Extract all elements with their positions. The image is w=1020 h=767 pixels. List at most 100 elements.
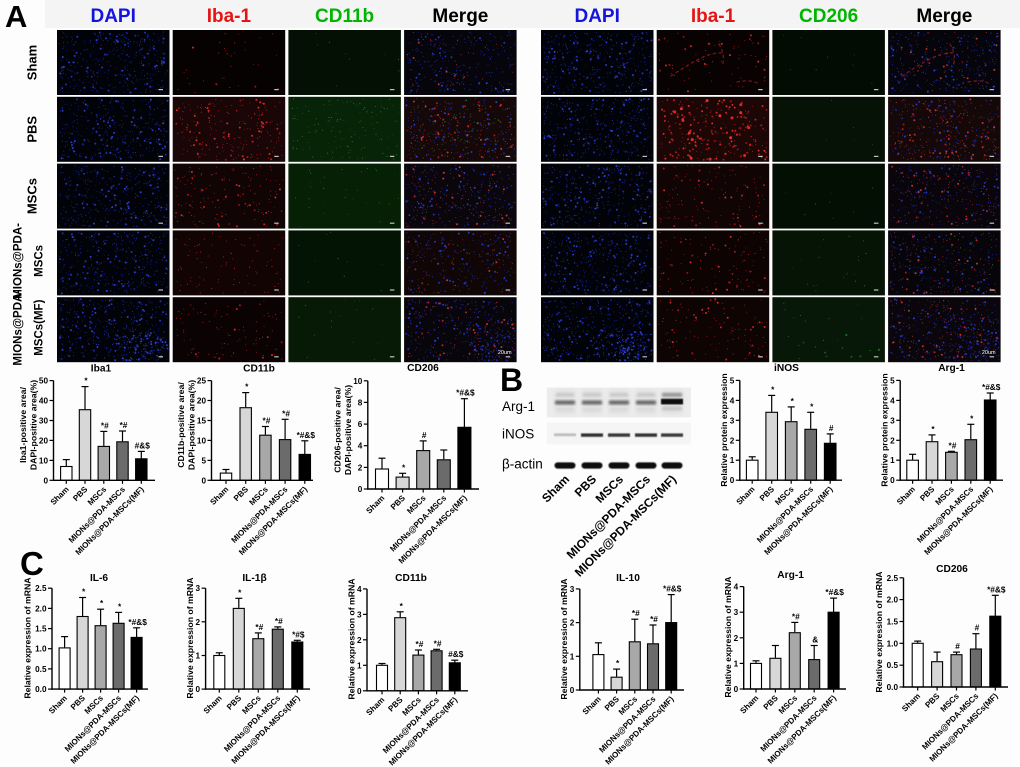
svg-text:CD206: CD206	[407, 363, 439, 374]
svg-text:6: 6	[358, 420, 363, 429]
svg-text:*#&$: *#&$	[982, 382, 1001, 392]
svg-text:CD206: CD206	[936, 564, 968, 575]
svg-text:DAPI: DAPI	[574, 6, 619, 27]
svg-text:4: 4	[734, 583, 739, 592]
svg-text:*#&$: *#&$	[825, 587, 844, 597]
svg-text:Merge: Merge	[432, 6, 488, 27]
svg-text:2: 2	[570, 619, 575, 628]
svg-text:0: 0	[43, 476, 48, 485]
svg-text:*: *	[100, 598, 104, 608]
svg-text:1: 1	[357, 661, 362, 670]
svg-text:3: 3	[570, 585, 575, 594]
svg-text:0: 0	[570, 686, 575, 695]
svg-text:Iba1-positive area/: Iba1-positive area/	[18, 387, 28, 463]
svg-text:2.5: 2.5	[887, 574, 899, 583]
svg-text:Relative protein expression: Relative protein expression	[719, 373, 729, 486]
svg-text:0: 0	[358, 485, 363, 494]
svg-text:40: 40	[39, 397, 49, 406]
svg-text:0.5: 0.5	[887, 661, 899, 670]
svg-text:*: *	[791, 396, 795, 406]
svg-text:Relative expression of mRNA: Relative expression of mRNA	[723, 576, 733, 698]
svg-text:*: *	[970, 413, 974, 423]
svg-text:50: 50	[39, 377, 49, 386]
svg-text:4: 4	[358, 442, 363, 451]
svg-text:Iba-1: Iba-1	[207, 6, 252, 27]
svg-text:#: #	[422, 430, 427, 440]
svg-text:*#: *#	[948, 440, 956, 450]
svg-text:2.5: 2.5	[35, 584, 47, 593]
svg-text:30: 30	[39, 417, 49, 426]
svg-text:A: A	[5, 0, 27, 34]
svg-text:#&$: #&$	[448, 649, 464, 659]
svg-text:1.5: 1.5	[887, 618, 899, 627]
svg-text:3: 3	[196, 584, 201, 593]
svg-text:25: 25	[197, 377, 207, 386]
svg-text:#: #	[829, 423, 834, 433]
svg-text:2.0: 2.0	[887, 596, 899, 605]
svg-text:1: 1	[196, 652, 201, 661]
svg-text:*#&$: *#&$	[663, 584, 682, 594]
svg-text:iNOS: iNOS	[774, 363, 799, 374]
svg-text:&: &	[812, 635, 818, 645]
svg-text:*: *	[402, 462, 406, 472]
svg-text:1.5: 1.5	[35, 625, 47, 634]
svg-text:2: 2	[357, 636, 362, 645]
svg-text:DAPI-positive area(%): DAPI-positive area(%)	[187, 380, 197, 470]
svg-text:CD11b: CD11b	[243, 364, 275, 375]
svg-text:Iba1: Iba1	[91, 364, 112, 375]
svg-text:Merge: Merge	[916, 6, 972, 27]
svg-text:3: 3	[734, 608, 739, 617]
svg-text:0.5: 0.5	[35, 665, 47, 674]
svg-text:Relative expression of mRNA: Relative expression of mRNA	[559, 578, 569, 700]
svg-text:IL-6: IL-6	[90, 573, 108, 584]
svg-text:Relative expression of mRNA: Relative expression of mRNA	[23, 577, 33, 699]
svg-text:*#: *#	[632, 608, 640, 618]
svg-text:20: 20	[39, 436, 49, 445]
svg-text:2: 2	[358, 463, 363, 472]
svg-text:8: 8	[358, 398, 363, 407]
svg-text:0: 0	[357, 687, 362, 696]
svg-text:*#: *#	[650, 614, 658, 624]
svg-text:4: 4	[890, 396, 895, 405]
svg-text:CD206: CD206	[799, 6, 858, 27]
svg-text:*#$: *#$	[292, 629, 305, 639]
svg-text:MSCs: MSCs	[25, 178, 40, 214]
svg-text:DAPI-positive area(%): DAPI-positive area(%)	[29, 380, 39, 470]
svg-text:1.0: 1.0	[35, 645, 47, 654]
svg-text:CD11b: CD11b	[395, 573, 427, 584]
svg-text:MIONs@PDA-: MIONs@PDA-	[13, 290, 25, 366]
svg-text:*: *	[82, 587, 86, 597]
svg-text:IL-10: IL-10	[616, 573, 640, 584]
svg-text:PBS: PBS	[25, 116, 40, 143]
svg-text:Arg-1: Arg-1	[777, 570, 804, 581]
svg-text:*: *	[931, 424, 935, 434]
svg-text:*: *	[84, 376, 88, 386]
svg-text:1: 1	[734, 659, 739, 668]
svg-text:2: 2	[730, 436, 735, 445]
svg-text:*: *	[616, 658, 620, 668]
svg-text:*#: *#	[275, 616, 283, 626]
svg-text:*: *	[400, 601, 404, 611]
svg-text:#: #	[975, 623, 980, 633]
svg-text:Iba-1: Iba-1	[691, 6, 736, 27]
svg-text:3: 3	[730, 416, 735, 425]
svg-text:*#&$: *#&$	[297, 430, 316, 440]
svg-text:MSCs: MSCs	[34, 245, 46, 277]
svg-text:#&$: #&$	[135, 440, 151, 450]
svg-text:Arg-1: Arg-1	[502, 399, 535, 414]
svg-text:0.0: 0.0	[887, 683, 899, 692]
svg-text:*: *	[810, 401, 814, 411]
svg-text:*: *	[245, 382, 249, 392]
svg-text:*: *	[238, 587, 242, 597]
svg-text:B: B	[500, 362, 523, 398]
svg-text:*#: *#	[262, 416, 270, 426]
svg-text:1: 1	[570, 652, 575, 661]
svg-text:Relative expression of mRNA: Relative expression of mRNA	[185, 577, 195, 699]
svg-text:10: 10	[353, 377, 363, 386]
svg-text:0: 0	[734, 685, 739, 694]
svg-text:*: *	[771, 384, 775, 394]
svg-text:4: 4	[730, 396, 735, 405]
svg-text:1: 1	[890, 456, 895, 465]
svg-text:20um: 20um	[982, 350, 996, 356]
svg-text:Arg-1: Arg-1	[938, 363, 965, 374]
